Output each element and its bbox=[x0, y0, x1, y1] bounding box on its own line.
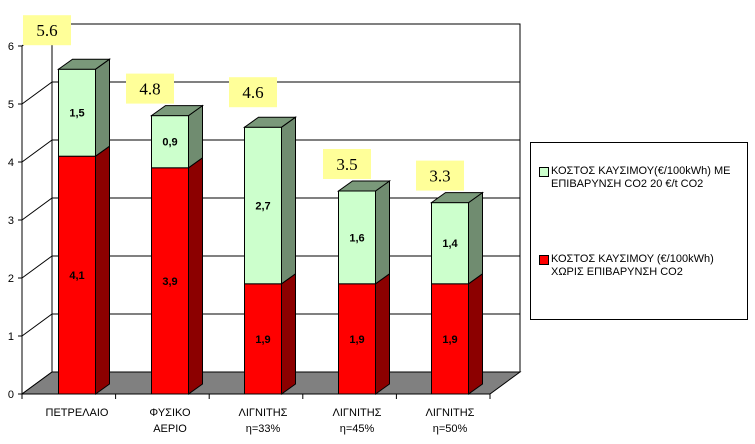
data-label: 1,5 bbox=[69, 108, 84, 120]
bar-segment-side bbox=[281, 272, 296, 395]
bar-segment-front bbox=[244, 126, 282, 285]
total-label-box bbox=[416, 160, 464, 191]
y-tick-label: 3 bbox=[8, 215, 14, 227]
y-tick-label: 4 bbox=[8, 157, 14, 169]
total-label-box bbox=[126, 73, 174, 104]
bar-segment-side bbox=[95, 145, 110, 395]
bar-segment-side bbox=[468, 272, 483, 395]
x-category-label: η=50% bbox=[433, 423, 468, 435]
chart-bars bbox=[56, 58, 485, 395]
y-tick-label: 1 bbox=[8, 331, 14, 343]
x-category-label: ΛΙΓΝΙΤΗΣ bbox=[426, 407, 475, 419]
bar-top-face bbox=[149, 105, 205, 117]
x-category-label: ΦΥΣΙΚΟ bbox=[149, 407, 191, 419]
total-label: 5.6 bbox=[36, 21, 57, 40]
total-label-box bbox=[323, 149, 371, 179]
x-category-label: η=33% bbox=[246, 423, 281, 435]
y-tick-label: 5 bbox=[8, 99, 14, 111]
y-tick-label: 6 bbox=[8, 41, 14, 53]
bar-top-face bbox=[242, 116, 298, 128]
y-tick-label: 0 bbox=[8, 389, 14, 401]
bar-top-face bbox=[56, 58, 112, 70]
data-label: 1,9 bbox=[255, 334, 270, 346]
total-label: 3.5 bbox=[336, 155, 357, 174]
data-label: 0,9 bbox=[162, 137, 177, 149]
bar-segment-side bbox=[188, 104, 203, 169]
total-label-box bbox=[229, 77, 277, 108]
total-label: 3.3 bbox=[429, 167, 450, 186]
total-label-box bbox=[23, 15, 71, 46]
legend-swatch-without-co2 bbox=[539, 255, 549, 265]
legend-label-with-co2: ΚΟΣΤΟΣ ΚΑΥΣΙΜΟΥ(€/100kWh) ΜΕ ΕΠΙΒΑΡΥΝΣΗ … bbox=[551, 165, 731, 190]
data-label: 1,9 bbox=[442, 334, 457, 346]
x-category-label: ΠΕΤΡΕΛΑΙΟ bbox=[46, 407, 109, 419]
data-label: 1,4 bbox=[442, 238, 458, 250]
chart-labels: 4,1 1,5 5.6 ΠΕΤΡΕΛΑΙΟ 3,9 0,9 4.8 ΦΥΣΙΚΟ ΑΕΡΙΟ 1,… bbox=[23, 15, 475, 435]
data-label: 2,7 bbox=[255, 201, 270, 213]
x-category-label: ΑΕΡΙΟ bbox=[153, 423, 187, 435]
bar-segment-side bbox=[468, 191, 483, 285]
total-label: 4.6 bbox=[242, 83, 263, 102]
bar-top-face bbox=[429, 192, 485, 204]
bar-segment-front bbox=[58, 68, 96, 157]
legend-label-without-co2: ΚΟΣΤΟΣ ΚΑΥΣΙΜΟΥ (€/100kWh) ΧΩΡΙΣ ΕΠΙΒΑΡΥ… bbox=[551, 253, 714, 278]
data-label: 4,1 bbox=[69, 270, 84, 282]
x-category-label: ΛΙΓΝΙΤΗΣ bbox=[239, 407, 288, 419]
gridline bbox=[21, 139, 520, 163]
bar-segment-front bbox=[151, 115, 189, 169]
legend-swatch-with-co2 bbox=[539, 167, 549, 177]
x-category-label: ΛΙΓΝΙΤΗΣ bbox=[333, 407, 382, 419]
bar-segment-front bbox=[431, 283, 469, 395]
gridline bbox=[21, 81, 520, 105]
x-category-label: η=45% bbox=[340, 423, 375, 435]
bar-top-face bbox=[336, 180, 392, 192]
data-label: 1,6 bbox=[349, 232, 364, 244]
total-label: 4.8 bbox=[139, 80, 160, 99]
data-label: 3,9 bbox=[162, 276, 177, 288]
y-tick-label: 2 bbox=[8, 273, 14, 285]
chart-legend: ΚΟΣΤΟΣ ΚΑΥΣΙΜΟΥ(€/100kWh) ΜΕ ΕΠΙΒΑΡΥΝΣΗ … bbox=[530, 142, 748, 320]
bar-segment-front bbox=[151, 167, 189, 395]
bar-segment-side bbox=[281, 116, 296, 285]
bar-segment-side bbox=[188, 156, 203, 395]
bar-segment-side bbox=[375, 272, 390, 395]
data-label: 1,9 bbox=[349, 334, 364, 346]
bar-segment-side bbox=[375, 180, 390, 285]
bar-segment-front bbox=[338, 283, 376, 395]
bar-segment-side bbox=[95, 58, 110, 158]
